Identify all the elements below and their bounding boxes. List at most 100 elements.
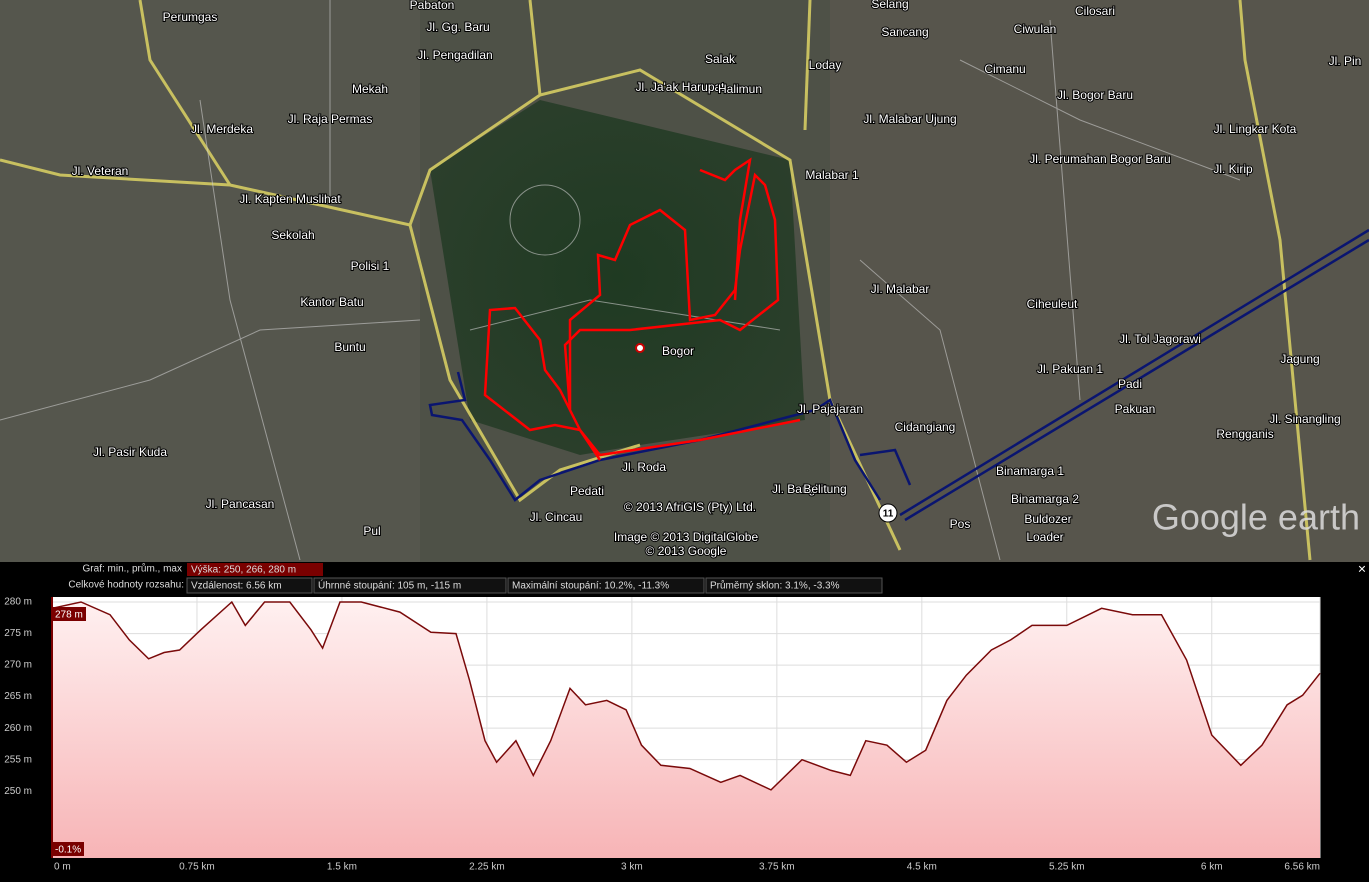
map-label: Pos — [950, 517, 971, 531]
x-tick-label: 3.75 km — [759, 862, 795, 873]
map-label: Malabar 1 — [805, 168, 859, 182]
map-label: Polisi 1 — [351, 259, 390, 273]
copyright: © 2013 AfriGIS (Pty) Ltd. — [624, 500, 756, 514]
map-label: Salak — [705, 52, 736, 66]
map-label: Pakuan — [1115, 402, 1156, 416]
x-tick-label: 0.75 km — [179, 862, 215, 873]
map-label: Cilosari — [1075, 4, 1115, 18]
elevation-area — [52, 602, 1320, 858]
map-label: Jl. Bogor Baru — [1057, 88, 1133, 102]
stat: Průměrný sklon: 3.1%, -3.3% — [710, 580, 840, 592]
map-label: Buntu — [334, 340, 365, 354]
map-label: Jagung — [1280, 352, 1319, 366]
map-label: Jl. Lingkar Kota — [1214, 122, 1297, 136]
cursor-elevation-box — [52, 607, 86, 621]
map-label: Mekah — [352, 82, 388, 96]
stat-box — [507, 577, 705, 594]
map-label: Kantor Batu — [300, 295, 363, 309]
summary-box — [187, 563, 323, 576]
cursor-slope-box — [52, 842, 84, 856]
y-tick-label: 260 m — [4, 723, 32, 734]
map-label: Jl. Bangka — [772, 482, 828, 496]
map-label: Jl. Sinangling — [1269, 412, 1340, 426]
major-roads — [0, 0, 1312, 561]
close-button[interactable]: × — [1358, 561, 1366, 577]
red-track — [483, 157, 801, 461]
map-label: Cidangiang — [895, 420, 956, 434]
y-tick-label: 275 m — [4, 628, 32, 639]
map-label: Jl. Tol Jagorawi — [1119, 332, 1201, 346]
map-label: Sancang — [881, 25, 928, 39]
stat: Úhrnné stoupání: 105 m, -115 m — [318, 579, 461, 592]
map-label: Pedati — [570, 484, 604, 498]
stat-box — [705, 577, 883, 594]
map-label: Loader — [1026, 530, 1063, 544]
city-block — [0, 0, 420, 562]
map-label: Jl. Pakuan 1 — [1037, 362, 1103, 376]
map-label: Ciwulan — [1014, 22, 1057, 36]
x-tick-label: 1.5 km — [327, 862, 357, 873]
blue-track — [428, 371, 912, 502]
route-shield — [878, 503, 898, 523]
map-label: Buldozer — [1024, 512, 1071, 526]
map-label: Rengganis — [1216, 427, 1273, 441]
route-shield-label: 11 — [883, 509, 894, 520]
map-label: Pul — [363, 524, 380, 538]
map-label: Jl. Pin — [1329, 54, 1362, 68]
copyright: Image © 2013 DigitalGlobe — [614, 530, 759, 544]
map-label: Jl. Pajajaran — [797, 402, 863, 416]
y-tick-label: 255 m — [4, 754, 32, 765]
stat-box — [313, 577, 507, 594]
map-label: Selang — [871, 0, 908, 11]
copyright: © 2013 Google — [646, 544, 727, 558]
map-label: Jl. Merdeka — [191, 122, 253, 136]
park — [430, 100, 805, 455]
x-tick-label: 0 m — [54, 862, 71, 873]
y-tick-label: 250 m — [4, 786, 32, 797]
map-label: Bogor — [662, 344, 694, 358]
stat-box — [186, 577, 313, 594]
map-label: Belitung — [803, 482, 846, 496]
y-tick-label: 280 m — [4, 597, 32, 608]
map-label: Jl. Roda — [622, 460, 666, 474]
map-label: Ciheuleut — [1027, 297, 1078, 311]
map-label: Perumgas — [163, 10, 218, 24]
map-label: Jl. Kirip — [1213, 162, 1253, 176]
map-label: Jl. Veteran — [72, 164, 129, 178]
map-label: Cimanu — [984, 62, 1025, 76]
x-tick-label: 2.25 km — [469, 862, 505, 873]
y-tick-label: 265 m — [4, 691, 32, 702]
map-label: Jl. Pancasan — [206, 497, 275, 511]
map-label: Binamarga 1 — [996, 464, 1064, 478]
map-label: Jl. Perumahan Bogor Baru — [1029, 152, 1170, 166]
map-label: Pabaton — [410, 0, 455, 12]
map-label: Jl. Pengadilan — [417, 48, 492, 62]
map-label: Jl. Raja Permas — [288, 112, 373, 126]
map-label: Sekolah — [271, 228, 314, 242]
city-block — [830, 0, 1369, 562]
cursor-elevation: 278 m — [55, 610, 83, 621]
stat: Vzdálenost: 6.56 km — [191, 581, 282, 592]
toll-road-track — [899, 228, 1369, 522]
map-label: Jl. Ja'ak Harupat — [636, 80, 726, 94]
x-tick-label: 3 km — [621, 862, 643, 873]
map-label: Jl. Cincau — [530, 510, 583, 524]
map-label: Jl. Pasir Kuda — [93, 445, 167, 459]
x-tick-label: 5.25 km — [1049, 862, 1085, 873]
map-label: Halimun — [718, 82, 762, 96]
map-label: Jl. Malabar — [871, 282, 930, 296]
summary-label: Graf: min., prům., max — [83, 563, 182, 575]
x-tick-label: 6 km — [1201, 862, 1223, 873]
cursor-slope: -0.1% — [55, 845, 81, 856]
stat: Maximální stoupání: 10.2%, -11.3% — [512, 581, 669, 592]
summary: Výška: 250, 266, 280 m — [191, 565, 296, 576]
elevation-line — [51, 600, 1321, 791]
place-marker[interactable] — [635, 343, 645, 353]
map-label: Jl. Malabar Ujung — [863, 112, 956, 126]
map-label: Jl. Gg. Baru — [426, 20, 489, 34]
map-label: Jl. Kapten Muslihat — [239, 192, 341, 206]
map-label: Binamarga 2 — [1011, 492, 1079, 506]
x-tick-label: 4.5 km — [907, 862, 937, 873]
map-label: Loday — [809, 58, 842, 72]
